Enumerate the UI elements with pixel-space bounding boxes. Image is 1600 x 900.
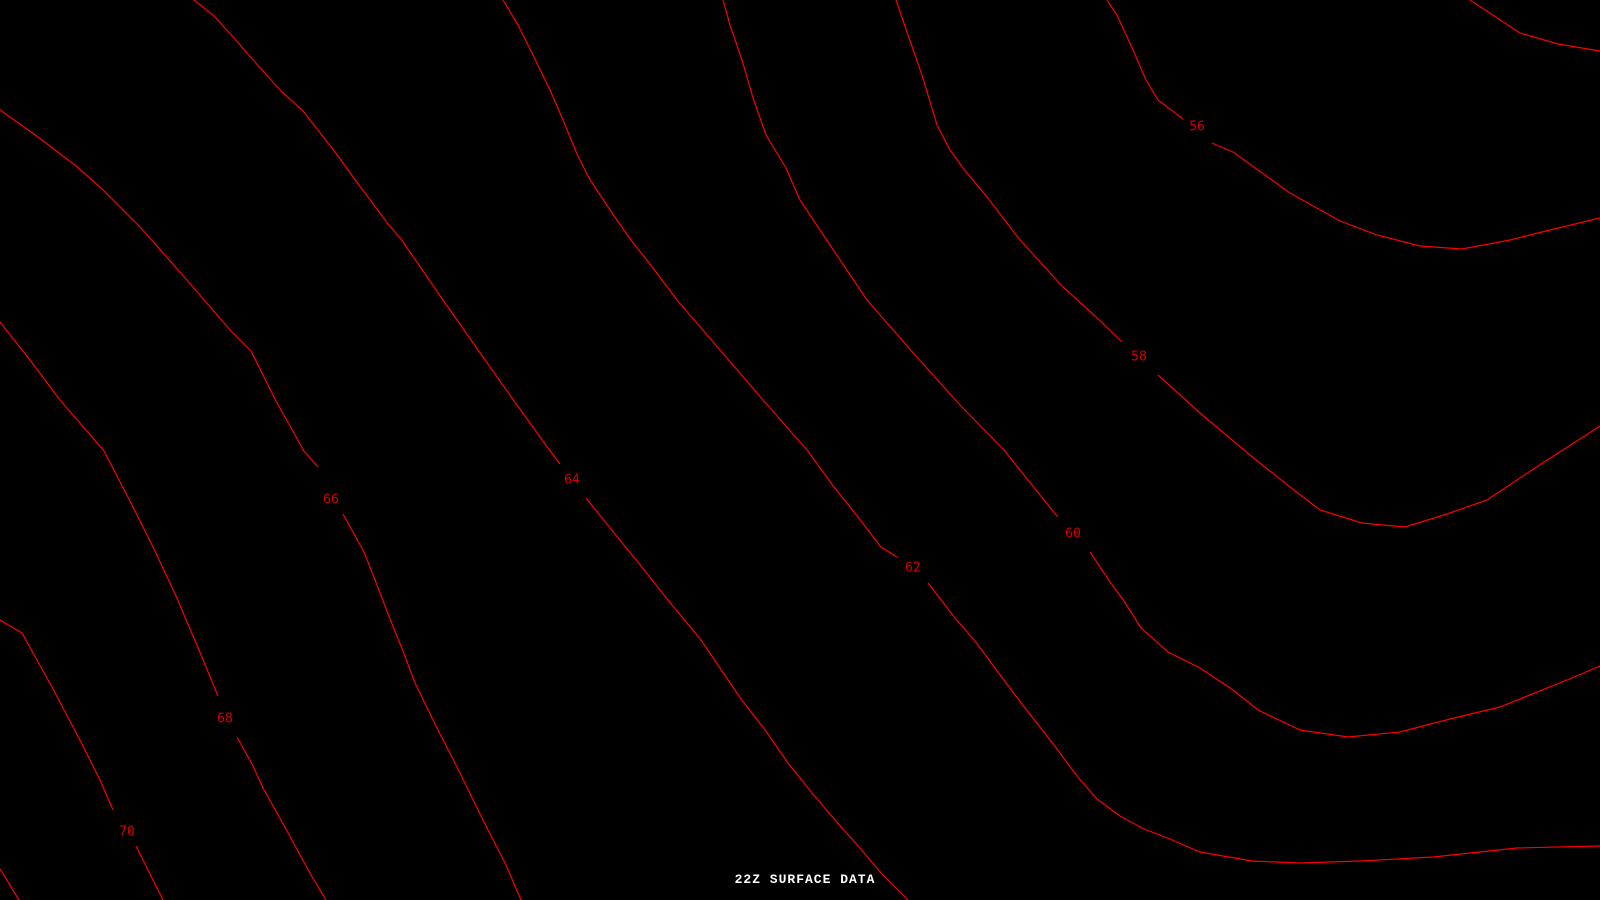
contour-64-line	[585, 497, 909, 900]
contour-64-line	[193, 0, 561, 465]
contour-62-line	[927, 582, 1600, 864]
contour-66-line	[0, 109, 319, 468]
contour-70-line	[135, 845, 164, 900]
contour-56-line	[1106, 0, 1184, 120]
contour-60-label: 60	[1065, 527, 1081, 542]
contour-60-line	[722, 0, 1059, 518]
contour-66-line	[342, 513, 522, 900]
contour-a-line	[1469, 0, 1600, 52]
contour-60-line	[1089, 551, 1600, 738]
contour-68-label: 68	[217, 712, 233, 727]
contour-58-line	[1157, 374, 1600, 528]
contour-66-label: 66	[323, 493, 339, 508]
contour-b-line	[0, 868, 20, 900]
contour-64-label: 64	[564, 473, 580, 488]
contour-58-line	[895, 0, 1123, 343]
contour-62-label: 62	[905, 561, 921, 576]
contour-56-line	[1211, 142, 1600, 250]
contour-70-line	[0, 619, 114, 811]
contour-56-label: 56	[1189, 120, 1205, 135]
contour-68-line	[0, 321, 219, 697]
contour-58-label: 58	[1131, 350, 1147, 365]
contour-68-line	[236, 736, 327, 900]
contour-62-line	[502, 0, 898, 558]
contour-70-label: 70	[119, 825, 135, 840]
map-title: 22Z SURFACE DATA	[734, 872, 876, 887]
